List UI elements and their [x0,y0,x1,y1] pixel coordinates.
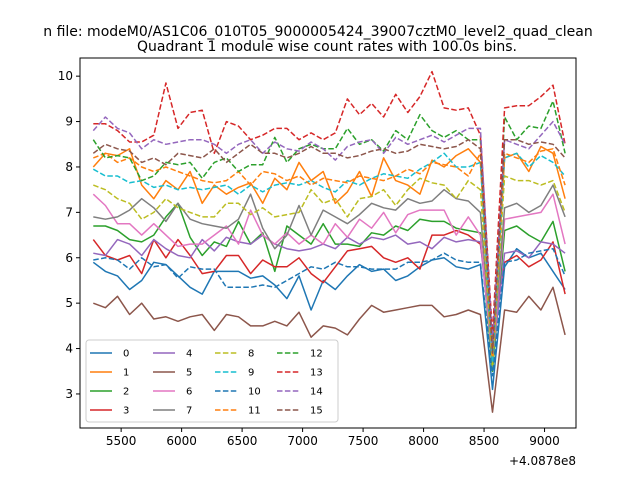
legend-label-10: 10 [248,387,261,398]
series-line-8 [93,175,566,368]
series-line-14 [92,116,566,345]
legend-label-2: 2 [123,387,129,398]
x-axis: 5500 6000 6500 7000 7500 8000 8500 9000 [106,428,560,448]
x-tick-label: 8500 [469,434,500,448]
x-tick-label: 7500 [348,434,379,448]
series-line-0 [92,247,566,391]
y-axis: 3 4 5 6 7 8 9 10 [58,69,80,401]
series-line-11 [93,148,566,359]
x-tick-label: 7000 [287,434,318,448]
legend-label-7: 7 [186,406,192,417]
y-tick-label: 7 [65,205,73,219]
legend-label-13: 13 [310,368,323,379]
x-tick-label: 6500 [227,434,258,448]
plot-frame [79,57,577,429]
series-line-10 [93,247,566,377]
chart-title: Quadrant 1 module wise count rates with … [137,39,517,55]
legend-label-4: 4 [186,349,192,360]
legend-label-6: 6 [186,387,192,398]
y-tick-label: 9 [65,115,73,129]
legend-label-8: 8 [248,349,254,360]
legend-label-14: 14 [310,387,323,398]
legend-label-12: 12 [310,349,323,360]
legend-label-9: 9 [248,368,254,379]
y-tick-label: 5 [65,296,73,310]
legend-label-11: 11 [248,406,261,417]
y-tick-label: 4 [65,342,73,356]
y-tick-label: 3 [65,387,73,401]
x-tick-label: 9000 [529,434,560,448]
x-tick-label: 8000 [408,434,439,448]
legend-label-5: 5 [186,368,192,379]
x-tick-label: 6000 [166,434,197,448]
y-tick-label: 8 [65,160,73,174]
legend-label-0: 0 [123,349,129,360]
x-offset-label: +4.0878e8 [509,454,576,468]
legend-label-1: 1 [123,368,129,379]
legend-box [85,339,339,423]
series-line-15 [92,138,566,354]
y-tick-label: 10 [58,69,73,83]
x-tick-label: 5500 [106,434,137,448]
y-tick-label: 6 [65,251,73,265]
series-layer [92,70,566,413]
chart-suptitle: n file: modeM0/AS1C06_010T05_9000005424_… [43,24,592,40]
series-line-6 [92,193,566,363]
legend-label-3: 3 [123,406,129,417]
legend-label-15: 15 [310,406,323,417]
series-line-5 [93,286,566,413]
